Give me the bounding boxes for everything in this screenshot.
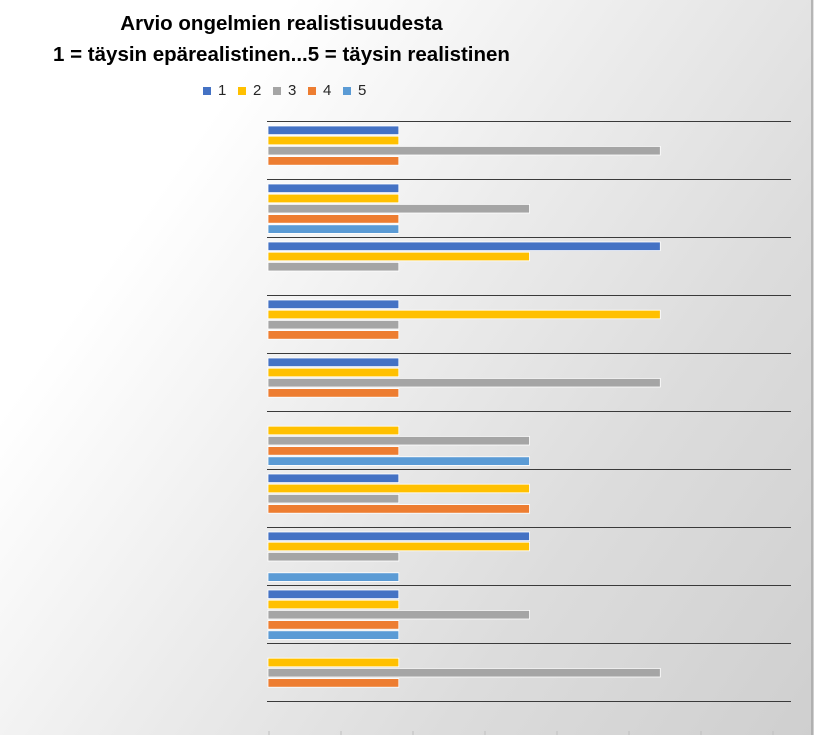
bar-series-1-group-9 xyxy=(267,589,400,600)
legend-item-5: 5 xyxy=(343,81,378,101)
bar-series-3-group-5 xyxy=(267,377,661,388)
bar-series-1-group-7 xyxy=(267,473,400,484)
chart-subtitle: 1 = täysin epärealistinen...5 = täysin r… xyxy=(53,43,510,66)
bar-series-4-group-2 xyxy=(267,214,400,224)
legend-swatch-2 xyxy=(238,87,246,95)
legend-label-5: 5 xyxy=(358,82,367,99)
bar-series-2-group-8 xyxy=(267,541,530,552)
bar-series-3-group-4 xyxy=(267,319,400,330)
bar-series-2-group-9 xyxy=(267,599,400,610)
bar-series-2-group-3 xyxy=(267,251,530,262)
bar-series-5-group-2 xyxy=(267,224,400,234)
bar-series-2-group-7 xyxy=(267,483,530,494)
legend-item-3: 3 xyxy=(273,81,308,101)
bar-series-1-group-4 xyxy=(267,299,400,310)
bar-series-1-group-2 xyxy=(267,183,400,194)
bar-series-3-group-10 xyxy=(267,668,661,678)
legend-label-1: 1 xyxy=(218,82,227,99)
legend-label-2: 2 xyxy=(253,82,262,99)
bar-series-2-group-2 xyxy=(267,193,400,204)
bar-series-3-group-8 xyxy=(267,552,400,562)
bar-series-5-group-8 xyxy=(267,572,400,582)
bar-series-3-group-7 xyxy=(267,493,400,504)
bar-series-2-group-5 xyxy=(267,367,400,378)
bar-series-2-group-4 xyxy=(267,309,661,320)
legend-item-2: 2 xyxy=(238,81,273,101)
bar-series-4-group-7 xyxy=(267,504,530,514)
bar-series-5-group-6 xyxy=(267,456,530,466)
bar-series-1-group-3 xyxy=(267,241,661,252)
bar-series-2-group-10 xyxy=(267,657,400,668)
legend-item-1: 1 xyxy=(203,81,238,101)
bar-series-1-group-8 xyxy=(267,531,530,542)
chart-title: Arvio ongelmien realistisuudesta xyxy=(120,12,443,35)
legend: 1 2 3 4 5 xyxy=(203,81,378,101)
bar-series-4-group-5 xyxy=(267,388,400,398)
bar-series-3-group-2 xyxy=(267,203,530,214)
bar-series-3-group-1 xyxy=(267,145,661,156)
bar-series-4-group-10 xyxy=(267,678,400,688)
bar-series-2-group-1 xyxy=(267,135,400,146)
legend-swatch-3 xyxy=(273,87,281,95)
bar-series-3-group-6 xyxy=(267,435,530,446)
legend-swatch-1 xyxy=(203,87,211,95)
bar-series-4-group-6 xyxy=(267,446,400,456)
legend-swatch-4 xyxy=(308,87,316,95)
bar-series-5-group-9 xyxy=(267,630,400,640)
bar-series-1-group-5 xyxy=(267,357,400,368)
bar-series-1-group-1 xyxy=(267,125,400,136)
bar-series-4-group-1 xyxy=(267,156,400,166)
legend-label-3: 3 xyxy=(288,82,297,99)
bar-series-4-group-9 xyxy=(267,620,400,630)
bar-series-2-group-6 xyxy=(267,425,400,436)
bar-series-3-group-9 xyxy=(267,610,530,620)
legend-swatch-5 xyxy=(343,87,351,95)
legend-item-4: 4 xyxy=(308,81,343,101)
bar-series-4-group-4 xyxy=(267,330,400,340)
legend-label-4: 4 xyxy=(323,82,332,99)
bar-series-3-group-3 xyxy=(267,261,400,272)
